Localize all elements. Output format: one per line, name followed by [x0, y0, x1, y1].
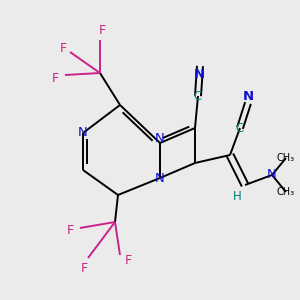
Text: F: F	[124, 254, 132, 266]
Text: F: F	[98, 23, 106, 37]
Text: CH₃: CH₃	[277, 187, 295, 197]
Text: F: F	[66, 224, 74, 236]
Text: F: F	[51, 71, 58, 85]
Text: F: F	[59, 43, 67, 56]
Text: N: N	[155, 131, 165, 145]
Text: N: N	[155, 172, 165, 184]
Text: N: N	[78, 127, 88, 140]
Text: F: F	[80, 262, 88, 275]
Text: C: C	[194, 89, 202, 103]
Text: N: N	[267, 169, 277, 182]
Text: CH₃: CH₃	[277, 153, 295, 163]
Text: N: N	[242, 89, 253, 103]
Text: N: N	[194, 68, 205, 80]
Text: H: H	[232, 190, 242, 203]
Text: C: C	[236, 122, 244, 134]
